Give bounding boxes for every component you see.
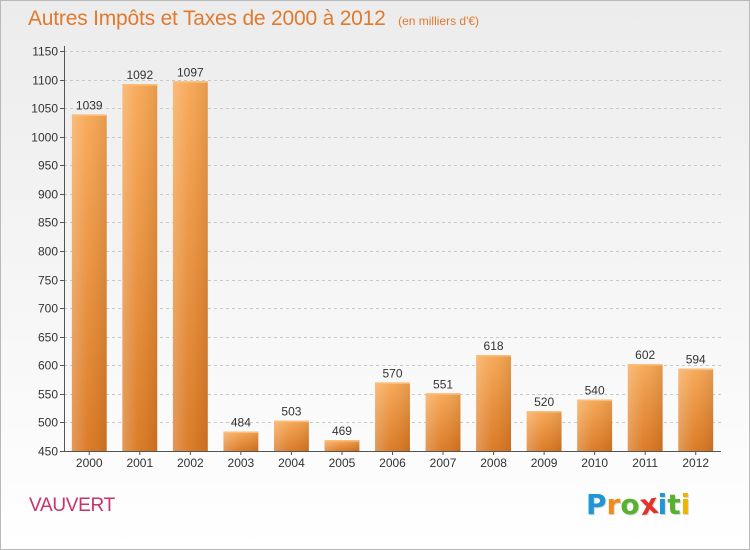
bar-top-2011: [627, 364, 663, 366]
value-label-2010: 540: [585, 384, 605, 398]
bar-shine-2012: [678, 368, 714, 451]
bar-shine-2000: [71, 114, 107, 451]
y-tick-label: 750: [38, 274, 58, 288]
bar-shine-2004: [273, 420, 309, 451]
bar-shine-2011: [627, 364, 663, 451]
proxiti-logo: Proxiti: [586, 486, 691, 523]
logo-letter: t: [667, 488, 681, 521]
value-label-2005: 469: [332, 424, 352, 438]
x-tick-label-2011: 2011: [632, 456, 658, 470]
bar-top-2003: [223, 431, 259, 434]
chart-subtitle: (en milliers d'€): [398, 14, 480, 28]
logo-letter: P: [586, 488, 607, 521]
bar-shine-2010: [577, 399, 613, 451]
bar-shine-2003: [223, 431, 259, 451]
logo-letter: x: [637, 486, 660, 523]
bar-top-2010: [577, 399, 613, 402]
value-label-2007: 551: [433, 377, 453, 391]
y-tick-label: 1150: [32, 45, 58, 59]
value-label-2004: 503: [281, 405, 301, 419]
x-tick-label-2002: 2002: [177, 456, 204, 470]
bar-shine-2008: [476, 355, 512, 451]
bar-top-2006: [375, 382, 410, 384]
bar-shine-2005: [324, 440, 360, 451]
bar-top-2007: [425, 393, 461, 395]
x-tick-label-2003: 2003: [228, 456, 255, 470]
logo-letter: i: [680, 488, 691, 521]
y-tick-label: 550: [38, 388, 58, 402]
y-tick-label: 1050: [31, 102, 58, 116]
y-tick-label: 900: [38, 188, 58, 202]
x-tick-label-2005: 2005: [329, 456, 356, 470]
x-tick-label-2009: 2009: [531, 456, 558, 470]
x-tick-label-2010: 2010: [581, 456, 608, 470]
value-label-2000: 1039: [76, 98, 103, 112]
y-tick-label: 800: [38, 245, 58, 259]
x-tick-label-2004: 2004: [278, 456, 305, 470]
chart-title: Autres Impôts et Taxes de 2000 à 2012: [28, 7, 386, 30]
bar-top-2005: [324, 440, 360, 442]
x-tick-label-2007: 2007: [430, 456, 457, 470]
logo-letter: o: [620, 488, 640, 521]
axis-layer: 450 500 550 600 650 700 750 800 850 900 950 1000 105…: [31, 45, 721, 470]
bar-shine-2009: [526, 411, 562, 451]
logo-letter: i: [657, 488, 668, 521]
bar-top-2004: [273, 420, 309, 423]
value-label-2011: 602: [635, 348, 655, 362]
commune-label: VAUVERT: [29, 495, 115, 516]
value-label-2006: 570: [382, 366, 402, 380]
y-tick-label: 850: [38, 216, 58, 230]
chart-title-row: Autres Impôts et Taxes de 2000 à 2012 (e…: [28, 7, 479, 31]
x-tick-label-2012: 2012: [682, 456, 709, 470]
bar-shine-2001: [122, 84, 158, 452]
y-tick-label: 450: [38, 445, 58, 459]
bar-layer: [71, 81, 714, 452]
value-label-2003: 484: [231, 416, 251, 430]
y-tick-label: 500: [38, 416, 58, 430]
value-label-2001: 1092: [126, 68, 153, 82]
value-label-2012: 594: [686, 353, 706, 367]
y-tick-label: 1100: [32, 74, 58, 88]
value-label-2009: 520: [534, 395, 554, 409]
x-tick-label-2006: 2006: [379, 456, 406, 470]
bar-top-2001: [122, 84, 158, 86]
y-tick-label: 700: [38, 302, 58, 316]
y-tick-label: 1000: [31, 131, 58, 145]
bar-shine-2006: [375, 382, 410, 451]
value-label-2008: 618: [484, 339, 504, 353]
bar-top-2008: [476, 355, 512, 357]
x-tick-label-2001: 2001: [126, 456, 153, 470]
bar-top-2000: [71, 114, 107, 116]
logo-letter: r: [606, 488, 621, 521]
value-label-2002: 1097: [177, 65, 204, 79]
y-tick-label: 650: [38, 331, 58, 345]
bar-shine-2002: [172, 81, 208, 452]
x-tick-label-2000: 2000: [76, 456, 103, 470]
bar-top-2009: [526, 411, 562, 413]
y-tick-label: 950: [38, 159, 58, 173]
bar-top-2012: [678, 368, 714, 371]
x-tick-label-2008: 2008: [480, 456, 507, 470]
label-layer: 1039 1092 1097 484 503 469 570 551 618 520 540 602 5…: [76, 65, 706, 438]
bar-top-2002: [172, 81, 208, 83]
y-tick-label: 600: [38, 359, 58, 373]
bar-shine-2007: [425, 393, 461, 451]
